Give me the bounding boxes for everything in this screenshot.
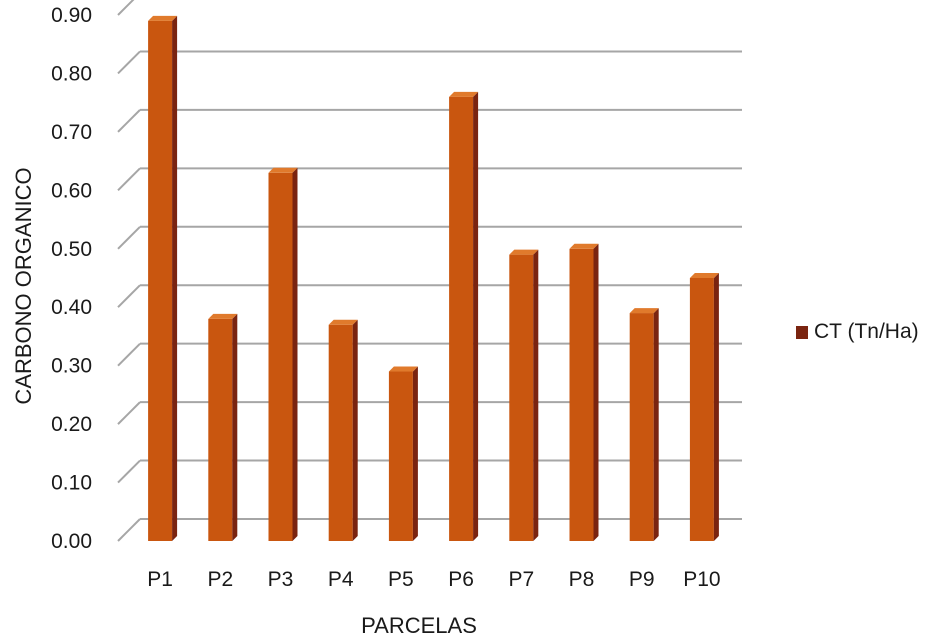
bar-top [569,243,599,249]
x-tick-label: P2 [207,568,233,591]
x-tick-label: P5 [388,568,414,591]
bar-P9 [629,308,659,541]
bar-top [509,249,539,255]
bar-side [533,249,539,541]
bar-P6 [449,91,479,542]
y-tick-label: 0.90 [51,4,92,27]
grid-lines [117,0,742,542]
y-tick-label: 0.00 [51,530,92,553]
bar-P3 [268,167,298,542]
y-tick-label: 0.30 [51,355,92,378]
bar-P5 [388,366,418,541]
bar-side [232,313,238,541]
bar-side [713,273,719,541]
bar-front [148,20,173,542]
bar-P1 [148,15,178,542]
bar-P4 [328,319,358,541]
x-tick-label: P3 [268,568,294,591]
bar-top [208,313,238,319]
bar-side [412,366,418,541]
y-tick-label: 0.10 [51,472,92,495]
gridline-diagonal [117,50,141,75]
x-tick-label: P8 [569,568,595,591]
bar-front [629,313,654,541]
bar-top [388,366,418,372]
bar-top [629,308,659,314]
bar-front [268,172,293,542]
gridline-diagonal [117,518,141,542]
bar-top [148,15,178,21]
x-tick-label: P7 [508,568,534,591]
x-axis-title: PARCELAS [361,613,477,638]
bar-front [689,278,714,541]
bar-top [328,319,358,325]
y-tick-label: 0.50 [51,238,92,261]
bar-P7 [509,249,539,541]
bar-side [653,308,659,541]
bar-front [328,324,353,541]
bar-top [268,167,298,173]
y-tick-label: 0.40 [51,296,92,319]
legend-label: CT (Tn/Ha) [814,320,919,343]
x-tick-label: P4 [328,568,354,591]
x-tick-label: P6 [448,568,474,591]
y-tick-label: 0.20 [51,413,92,436]
bar-top [449,91,479,97]
gridline-diagonal [117,342,141,367]
y-axis-ticks: 0.00 0.10 0.20 0.30 0.40 0.50 0.60 0.70 0.80 0.90 [51,4,92,553]
gridline-diagonal [117,401,141,425]
bar-top [689,273,719,278]
x-tick-label: P10 [683,568,720,591]
bars [148,15,719,542]
y-tick-label: 0.70 [51,121,92,144]
gridline-diagonal [117,0,135,16]
x-tick-label: P9 [629,568,655,591]
bar-front [569,248,594,541]
gridline-diagonal [117,459,141,484]
bar-front [208,318,233,541]
legend: CT (Tn/Ha) [796,320,919,344]
gridline-diagonal [117,226,141,250]
gridline-diagonal [117,109,141,133]
x-axis-ticks: P1 P2 P3 P4 P5 P6 P7 P8 P9 P10 [147,568,720,591]
y-tick-label: 0.60 [51,179,92,202]
legend-swatch [796,325,808,339]
bar-side [292,167,298,542]
bar-P2 [208,313,238,541]
gridline-diagonal [117,284,141,308]
bar-side [172,15,178,542]
bar-P10 [689,273,719,541]
gridline-diagonal [117,167,141,192]
y-tick-label: 0.80 [51,62,92,85]
x-tick-label: P1 [147,568,173,591]
bar-front [449,96,474,542]
bar-side [473,91,479,542]
bar-side [593,243,599,541]
bar-front [388,371,413,541]
y-axis-title: CARBONO ORGANICO [11,167,36,404]
bar-front [509,254,534,541]
bar-P8 [569,243,599,541]
bar-side [352,319,358,541]
